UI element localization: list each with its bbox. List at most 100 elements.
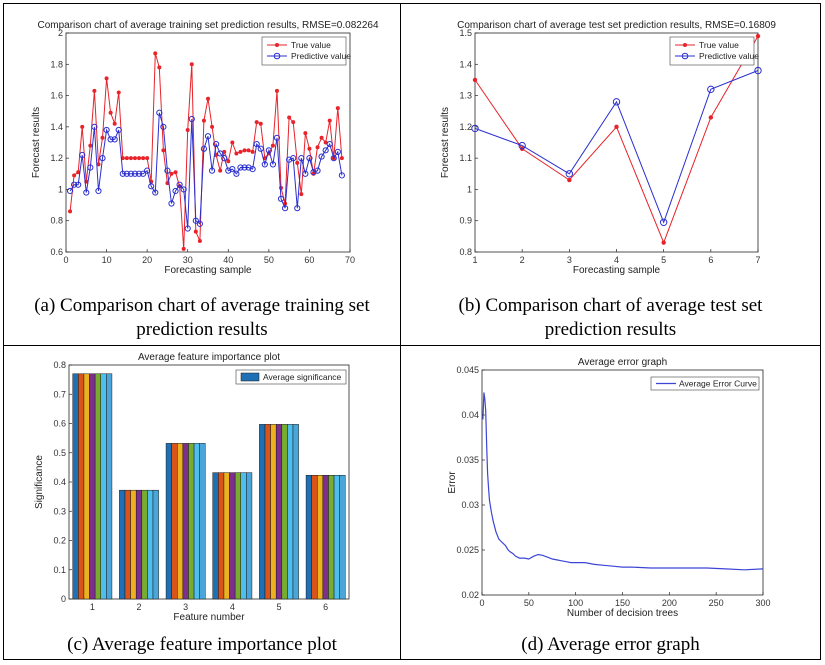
- a-pred-point: [294, 205, 301, 212]
- b-xtick-label: 4: [614, 255, 619, 265]
- a-pred-point: [233, 170, 240, 177]
- caption-c-line1: (c) Average feature importance plot: [67, 634, 337, 655]
- a-pred-point: [152, 189, 159, 196]
- a-pred-point: [257, 145, 264, 152]
- a-true-point: [116, 90, 121, 95]
- a-true-point: [169, 171, 174, 176]
- a-true-point: [161, 148, 166, 153]
- c-bar: [94, 373, 101, 600]
- c-bar: [89, 373, 96, 600]
- a-pred-point: [225, 167, 232, 174]
- a-true-point: [153, 51, 158, 56]
- a-ytick-label: 1.8: [50, 59, 63, 69]
- a-pred-point: [253, 140, 260, 148]
- a-true-point: [254, 120, 259, 125]
- a-true-point: [339, 156, 344, 161]
- c-bar: [147, 489, 154, 600]
- a-true-point: [72, 173, 77, 178]
- a-ylabel: Forecast results: [31, 107, 42, 178]
- a-true-point: [124, 156, 129, 161]
- a-pred-point: [87, 164, 94, 171]
- c-ytick-label: 0: [61, 594, 66, 604]
- c-xtick-label: 5: [276, 602, 281, 612]
- a-pred-point: [290, 155, 297, 162]
- c-bar: [130, 489, 137, 600]
- c-xtick-label: 4: [230, 602, 235, 612]
- c-xtick-label: 2: [136, 602, 141, 612]
- a-true-point: [327, 118, 332, 123]
- d-xtick-label: 300: [755, 598, 770, 608]
- c-bar: [141, 489, 148, 600]
- a-plot-area: [65, 32, 351, 253]
- caption-d-line1: (d) Average error graph: [521, 634, 700, 655]
- a-pred-point: [269, 161, 277, 168]
- b-true-point: [614, 124, 619, 130]
- a-xtick-label: 40: [223, 255, 233, 265]
- a-true-point: [157, 65, 162, 70]
- c-bar: [218, 472, 225, 600]
- a-true-point: [173, 170, 178, 175]
- b-ytick-label: 1.2: [459, 122, 472, 132]
- c-ylabel: Significance: [34, 455, 45, 509]
- c-ytick-label: 0.2: [53, 536, 66, 546]
- a-xtick-label: 50: [264, 255, 274, 265]
- c-legend: [235, 369, 347, 385]
- b-xlabel: Forecasting sample: [573, 265, 661, 276]
- b-legend-marker: [683, 43, 687, 47]
- b-pred-point: [707, 85, 715, 94]
- a-pred-point: [83, 189, 90, 196]
- a-ytick-label: 1.4: [50, 122, 63, 132]
- a-pred-point: [123, 170, 130, 177]
- a-pred-point: [277, 195, 285, 202]
- a-pred-point: [192, 217, 199, 224]
- a-true-point: [80, 124, 85, 129]
- a-pred-point: [196, 220, 203, 227]
- a-pred-point: [213, 140, 220, 148]
- b-series-pred-line: [474, 70, 759, 224]
- a-pred-point: [310, 169, 317, 176]
- c-xlabel: Feature number: [173, 612, 245, 623]
- a-true-point: [100, 135, 105, 140]
- b-ytick-label: 1: [467, 184, 472, 194]
- a-true-point: [128, 156, 133, 161]
- a-true-point: [76, 170, 81, 175]
- d-legend: [650, 376, 760, 391]
- a-pred-point: [314, 167, 321, 174]
- a-ytick-label: 2: [58, 28, 63, 38]
- a-true-point: [319, 135, 324, 140]
- a-true-point: [96, 162, 101, 167]
- b-ytick-label: 1.4: [459, 59, 472, 69]
- a-pred-point: [168, 200, 175, 207]
- c-bar: [275, 424, 283, 600]
- c-bar: [281, 424, 288, 600]
- panel-a: Comparison chart of average training set…: [3, 3, 401, 346]
- c-xtick-label: 3: [183, 602, 188, 612]
- a-true-point: [206, 96, 210, 101]
- a-pred-point: [281, 205, 289, 212]
- b-legend: [669, 36, 755, 66]
- d-legend-label: Average Error Curve: [679, 379, 757, 389]
- a-true-point: [335, 106, 340, 111]
- c-bar: [100, 373, 107, 600]
- c-bar: [78, 373, 85, 600]
- c-bar: [83, 373, 90, 600]
- c-bar: [119, 489, 126, 600]
- c-bar: [234, 472, 241, 600]
- b-true-point: [661, 240, 666, 245]
- d-ytick-label: 0.04: [461, 410, 479, 420]
- a-true-point: [323, 140, 328, 145]
- c-bar: [212, 472, 219, 600]
- c-ytick-label: 0.1: [53, 565, 66, 575]
- a-ytick-label: 1: [58, 184, 63, 194]
- a-pred-point: [286, 156, 293, 163]
- a-true-point: [181, 246, 186, 251]
- a-true-point: [242, 148, 247, 153]
- c-bar: [229, 472, 236, 600]
- d-plot-area: [481, 369, 764, 596]
- a-ytick-label: 0.6: [50, 247, 63, 257]
- a-true-point: [295, 160, 300, 165]
- a-true-point: [112, 121, 117, 126]
- c-bar: [292, 424, 299, 600]
- c-bar: [317, 475, 324, 600]
- d-xtick-label: 50: [524, 598, 534, 608]
